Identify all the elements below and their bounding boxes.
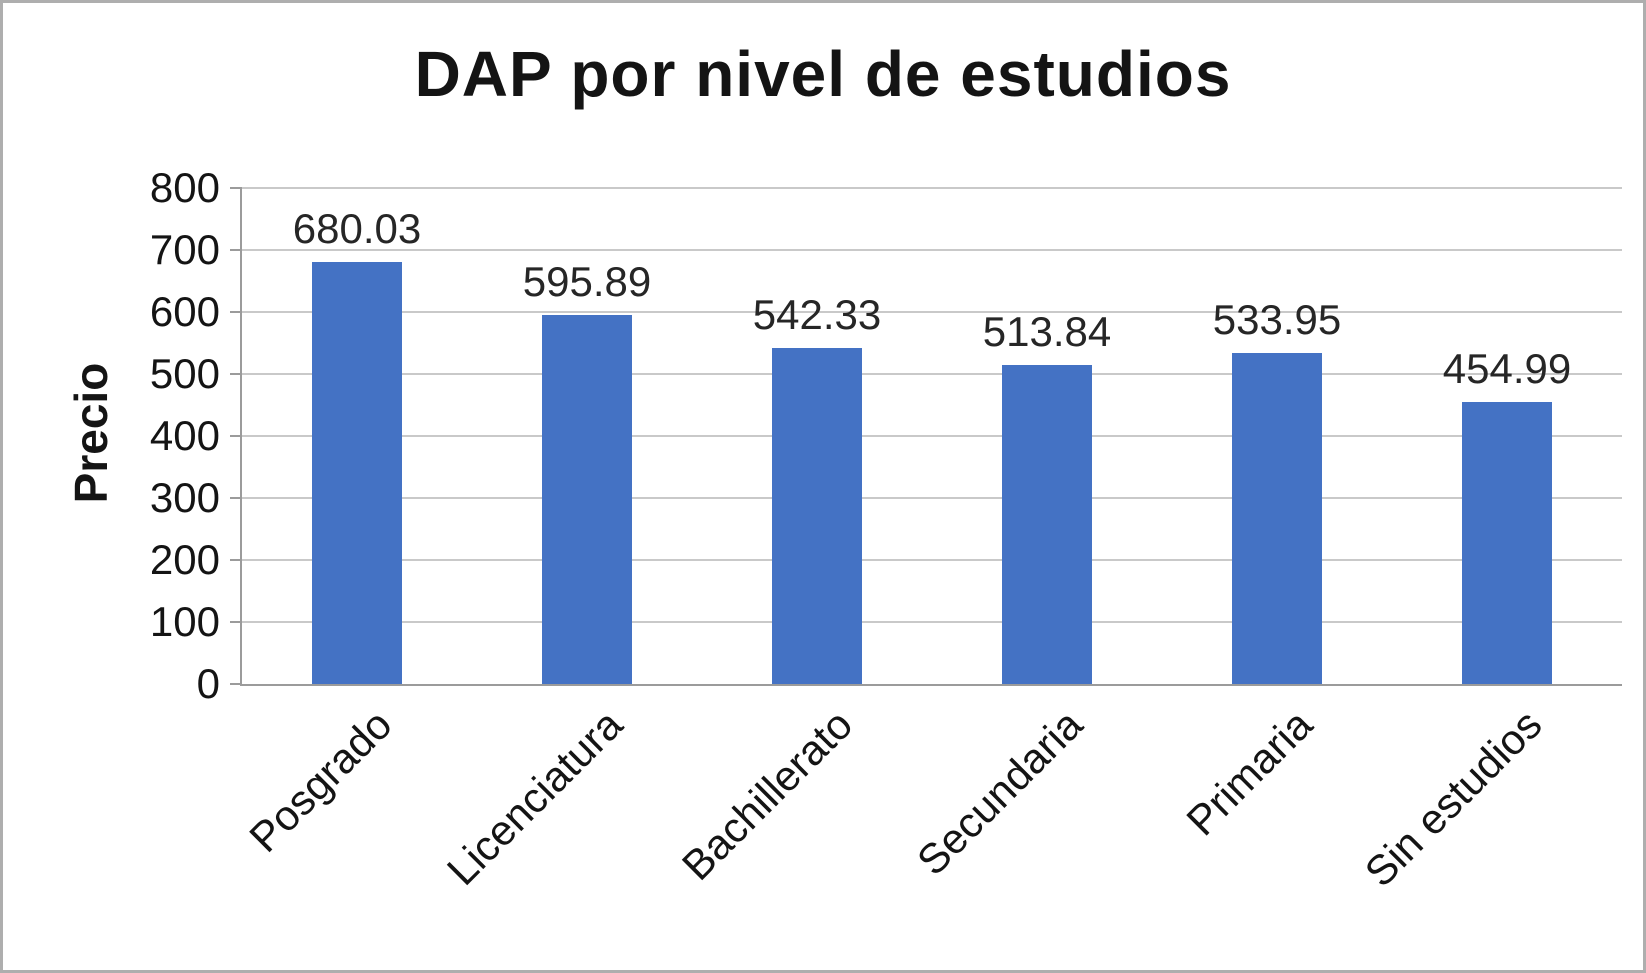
- x-axis-category-label: Sin estudios: [1355, 700, 1551, 896]
- gridline: [242, 435, 1622, 437]
- y-axis-tickmark: [230, 621, 242, 623]
- y-axis-tick-label: 100: [149, 598, 220, 645]
- y-axis-tick-label: 600: [149, 288, 220, 335]
- gridline: [242, 373, 1622, 375]
- x-axis-category-label: Bachillerato: [672, 700, 861, 890]
- y-axis-tickmark: [230, 187, 242, 189]
- y-axis-tick-label: 300: [149, 474, 220, 521]
- chart-title: DAP por nivel de estudios: [414, 38, 1232, 110]
- bar-licenciatura: [542, 314, 632, 684]
- y-axis-tickmark: [230, 559, 242, 561]
- bar-value-label: 454.99: [1442, 344, 1572, 392]
- y-axis-tickmark: [230, 683, 242, 685]
- bar-posgrado: [311, 262, 402, 684]
- bar-sin-estudios: [1462, 401, 1552, 684]
- gridline: [242, 559, 1622, 561]
- bar-value-label: 513.84: [982, 308, 1112, 356]
- bar-secundaria: [1002, 365, 1092, 684]
- gridline: [242, 497, 1622, 499]
- gridline: [242, 621, 1622, 623]
- y-axis-tickmark: [230, 311, 242, 313]
- bar-primaria: [1232, 352, 1322, 684]
- y-axis-tick-label: 700: [149, 226, 220, 273]
- x-axis-category-label: Secundaria: [907, 700, 1091, 885]
- y-axis-tick-label: 500: [149, 350, 220, 397]
- y-axis-tick-label: 400: [149, 412, 220, 459]
- bar-value-label: 533.95: [1212, 295, 1342, 343]
- y-axis-tickmark: [230, 249, 242, 251]
- bar-value-label: 542.33: [752, 290, 882, 338]
- y-axis-tick-label: 200: [149, 536, 220, 583]
- y-axis-title: Precio: [65, 362, 117, 504]
- plot-area: 0 100 200 300 400 500 600 700 800 680.03 Posgrado 5…: [150, 167, 1622, 896]
- bar-bachillerato: [772, 347, 862, 684]
- bar-value-label: 680.03: [292, 205, 422, 253]
- y-axis-tick-label: 0: [196, 660, 220, 707]
- y-axis-tick-label: 800: [149, 164, 220, 211]
- gridline: [242, 187, 1622, 189]
- gridline: [242, 311, 1622, 313]
- y-axis-tickmark: [230, 497, 242, 499]
- y-axis-tickmark: [230, 435, 242, 437]
- gridline: [242, 249, 1622, 251]
- x-axis-category-label: Posgrado: [240, 700, 401, 861]
- x-axis-category-label: Primaria: [1177, 700, 1321, 845]
- bar-value-label: 595.89: [522, 257, 652, 305]
- y-axis-tickmark: [230, 373, 242, 375]
- x-axis-category-label: Licenciatura: [437, 700, 631, 894]
